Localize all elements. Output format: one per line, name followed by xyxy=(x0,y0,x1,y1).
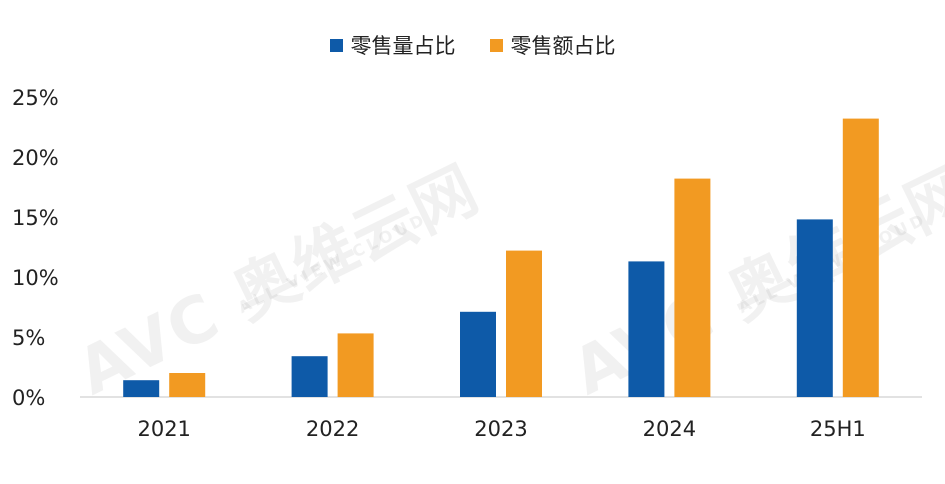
bar-volume-2023 xyxy=(460,311,496,397)
bar-volume-2024 xyxy=(628,261,665,397)
bar-volume-2022 xyxy=(291,356,328,397)
legend-item-volume: 零售量占比 xyxy=(329,30,456,60)
bar-value-2024 xyxy=(674,178,711,397)
bar-value-2021 xyxy=(169,373,206,397)
y-tick-label: 5% xyxy=(12,326,45,350)
bar-value-2023 xyxy=(506,250,542,397)
x-tick-label: 2022 xyxy=(306,417,359,441)
legend-label-value: 零售额占比 xyxy=(510,34,616,58)
x-tick-label: 2024 xyxy=(643,417,696,441)
bar-value-2022 xyxy=(337,333,374,397)
y-tick-label: 25% xyxy=(12,86,59,110)
x-tick-label: 2023 xyxy=(474,417,527,441)
y-tick-label: 10% xyxy=(12,266,59,290)
legend-label-volume: 零售量占比 xyxy=(350,34,456,58)
bar-volume-25H1 xyxy=(796,219,833,397)
bar-value-25H1 xyxy=(842,118,879,397)
y-tick-label: 15% xyxy=(12,206,59,230)
bar-volume-2021 xyxy=(123,380,160,397)
y-tick-label: 0% xyxy=(12,386,45,410)
legend-item-value: 零售额占比 xyxy=(489,30,616,60)
legend-swatch-value xyxy=(489,38,503,52)
legend-swatch-volume xyxy=(329,38,343,52)
x-tick-label: 25H1 xyxy=(810,417,866,441)
x-tick-label: 2021 xyxy=(137,417,190,441)
y-tick-label: 20% xyxy=(12,146,59,170)
chart-legend: 零售量占比 零售额占比 xyxy=(0,30,945,60)
